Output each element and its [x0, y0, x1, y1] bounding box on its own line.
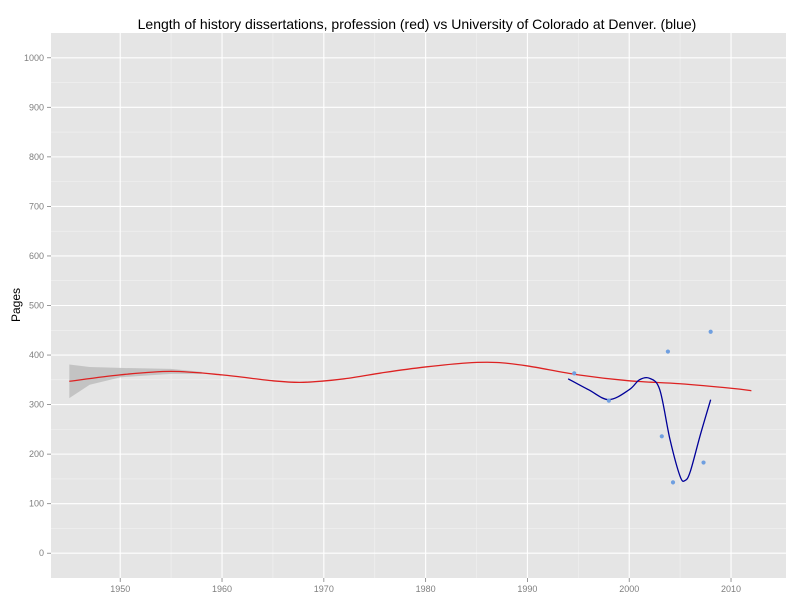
grid-lines	[51, 33, 786, 578]
y-tick-label: 700	[29, 201, 44, 211]
data-point	[665, 349, 671, 354]
y-axis-label: Pages	[9, 288, 23, 322]
confidence-band-area	[69, 364, 202, 399]
data-point	[708, 329, 713, 334]
confidence-band	[69, 364, 202, 399]
x-tick-label: 1960	[212, 584, 232, 594]
series-line-0	[69, 361, 752, 392]
y-tick-label: 400	[29, 350, 44, 360]
y-tick-label: 100	[29, 499, 44, 509]
y-axis-ticks: 0 100 200 300 400 500 600 700 800 900 1000	[24, 53, 51, 558]
y-tick-label: 300	[29, 400, 44, 410]
data-point	[701, 460, 706, 465]
data-point	[606, 398, 611, 403]
data-point	[572, 371, 577, 376]
x-tick-label: 2010	[721, 584, 741, 594]
chart-title: Length of history dissertations, profess…	[138, 16, 697, 32]
data-point	[670, 480, 676, 485]
x-tick-label: 1970	[314, 584, 334, 594]
x-tick-label: 2000	[619, 584, 639, 594]
x-tick-label: 1990	[517, 584, 537, 594]
x-tick-label: 1980	[416, 584, 436, 594]
x-axis-ticks: 1950 1960 1970 1980 1990 2000 2010	[110, 578, 741, 594]
y-tick-label: 200	[29, 449, 44, 459]
x-tick-label: 1950	[110, 584, 130, 594]
y-tick-label: 800	[29, 152, 44, 162]
y-tick-label: 1000	[24, 53, 44, 63]
data-point	[659, 434, 664, 439]
y-tick-label: 600	[29, 251, 44, 261]
y-tick-label: 500	[29, 301, 44, 311]
y-tick-label: 900	[29, 102, 44, 112]
y-tick-label: 0	[39, 548, 44, 558]
scatter-points	[572, 329, 713, 485]
